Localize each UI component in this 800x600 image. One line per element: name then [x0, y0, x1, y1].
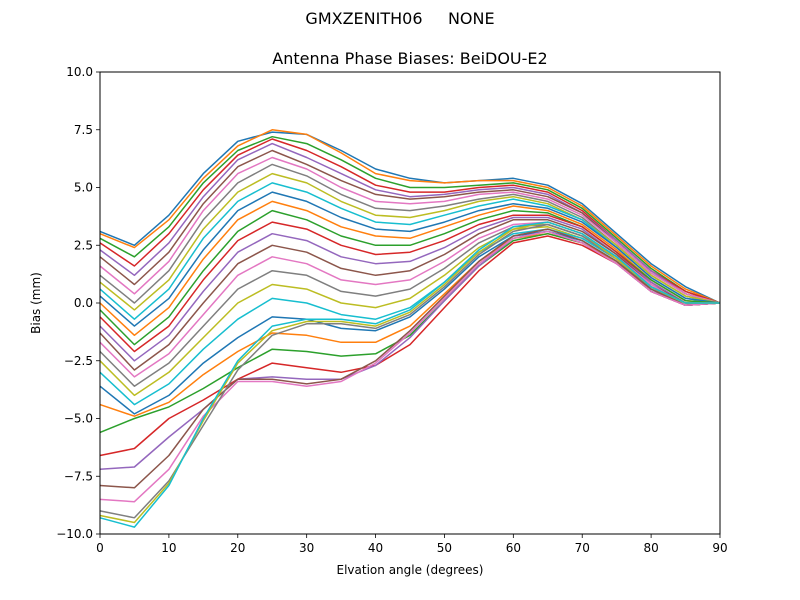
figure-suptitle: GMXZENITH06 NONE — [305, 9, 495, 28]
x-tick-label: 70 — [575, 541, 590, 555]
series-line — [99, 129, 721, 304]
x-tick-label: 20 — [230, 541, 245, 555]
plot-frame — [99, 71, 721, 535]
series-line — [99, 138, 721, 304]
x-tick-label: 80 — [643, 541, 658, 555]
series-line — [99, 156, 721, 304]
y-tick-label: 5.0 — [74, 181, 93, 195]
y-axis-label: Bias (mm) — [29, 272, 43, 334]
x-tick-label: 10 — [161, 541, 176, 555]
x-tick-label: 90 — [712, 541, 727, 555]
series-line — [99, 191, 721, 327]
y-tick-label: 0.0 — [74, 296, 93, 310]
series-line — [99, 131, 721, 304]
series-line — [99, 219, 720, 371]
x-tick-label: 30 — [299, 541, 314, 555]
x-axis-label: Elvation angle (degrees) — [337, 563, 484, 577]
series-line — [99, 228, 721, 489]
y-tick-label: −2.5 — [64, 354, 93, 368]
series-line — [99, 221, 720, 528]
series-line — [99, 135, 721, 304]
series-line — [99, 214, 720, 353]
series-line — [99, 142, 721, 304]
y-tick-label: −10.0 — [56, 527, 93, 541]
y-tick-label: −7.5 — [64, 469, 93, 483]
series-line — [99, 200, 721, 337]
x-tick-label: 60 — [506, 541, 521, 555]
y-tick-label: 10.0 — [66, 65, 93, 79]
series-line — [99, 230, 721, 503]
x-tick-label: 0 — [96, 541, 104, 555]
series-lines — [99, 129, 721, 528]
chart-title: Antenna Phase Biases: BeiDOU-E2 — [272, 49, 547, 68]
y-tick-label: 7.5 — [74, 123, 93, 137]
y-tick-label: −5.0 — [64, 412, 93, 426]
x-tick-label: 50 — [437, 541, 452, 555]
x-tick-label: 40 — [368, 541, 383, 555]
y-axis-ticks: −10.0 −7.5 −5.0 −2.5 0.0 2.5 5.0 7.5 10.0 — [56, 65, 100, 541]
x-axis-ticks: 0 10 20 30 40 50 60 70 80 90 — [96, 534, 728, 555]
series-line — [99, 172, 721, 311]
series-line — [99, 221, 720, 524]
y-tick-label: 2.5 — [74, 238, 93, 252]
